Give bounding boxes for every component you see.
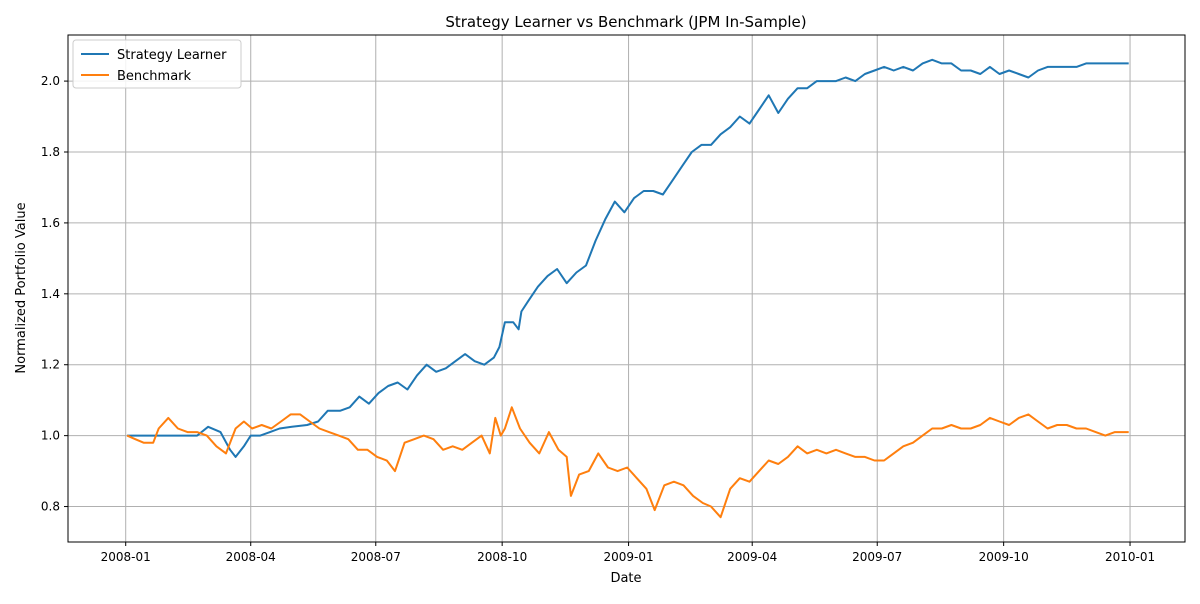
y-tick-label: 2.0 (41, 74, 60, 88)
chart-title: Strategy Learner vs Benchmark (JPM In-Sa… (445, 13, 806, 31)
x-axis-label: Date (610, 571, 641, 586)
x-tick-label: 2008-01 (101, 550, 151, 564)
y-tick-label: 1.8 (41, 145, 60, 159)
x-tick-label: 2010-01 (1105, 550, 1155, 564)
x-tick-label: 2008-04 (226, 550, 276, 564)
y-tick-label: 1.2 (41, 358, 60, 372)
x-tick-label: 2008-10 (477, 550, 527, 564)
x-tick-label: 2009-10 (979, 550, 1029, 564)
strategy-learner-line (127, 58, 1129, 458)
y-tick-label: 1.4 (41, 287, 60, 301)
plot-frame (67, 34, 1186, 543)
x-tick-label: 2009-07 (852, 550, 902, 564)
x-tick-label: 2009-01 (603, 550, 653, 564)
y-axis-label: Normalized Portfolio Value (14, 202, 29, 373)
series-lines (126, 58, 1129, 519)
axis-ticks: 2008-01 2008-04 2008-07 2008-10 2009-01 2009-… (41, 74, 1155, 564)
x-tick-label: 2009-04 (727, 550, 777, 564)
y-tick-label: 1.0 (41, 429, 60, 443)
legend-label-benchmark: Benchmark (117, 69, 192, 84)
legend-label-strategy-learner: Strategy Learner (117, 48, 227, 63)
legend-box (72, 39, 242, 89)
y-tick-label: 1.6 (41, 216, 60, 230)
y-tick-label: 0.8 (41, 500, 60, 514)
x-tick-label: 2008-07 (351, 550, 401, 564)
benchmark-line (126, 406, 1129, 519)
legend: Strategy Learner Benchmark (72, 39, 242, 89)
